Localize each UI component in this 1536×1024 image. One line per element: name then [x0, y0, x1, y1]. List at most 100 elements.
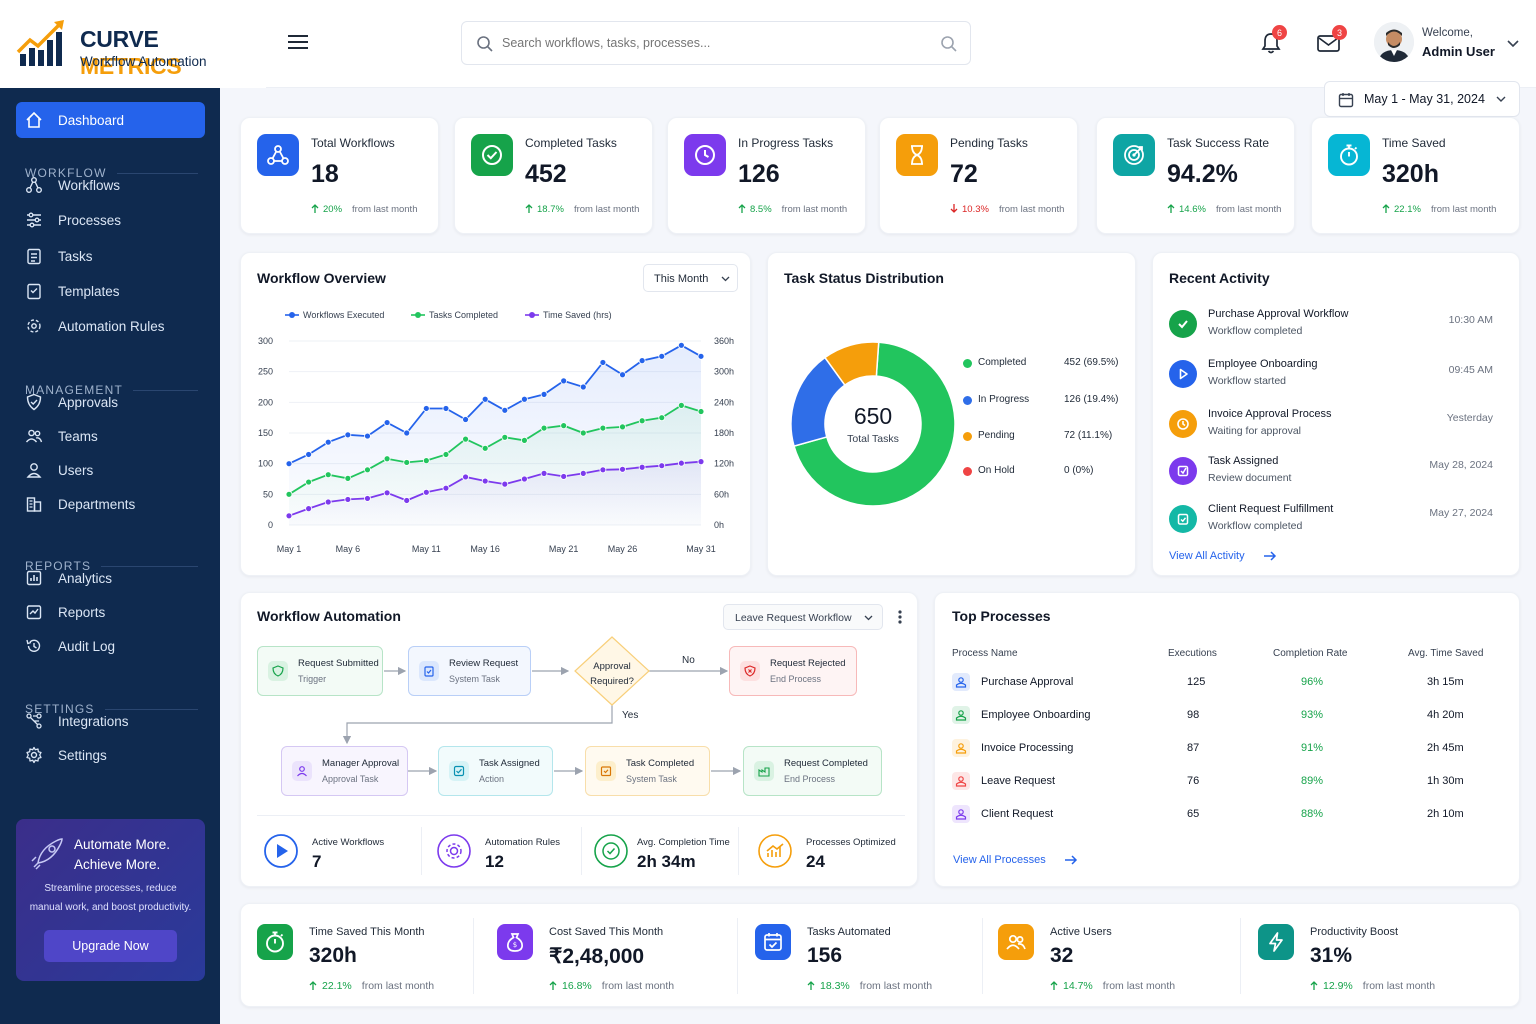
data-point[interactable]: [677, 341, 685, 349]
sidebar-item-users[interactable]: Users: [16, 452, 205, 488]
data-point[interactable]: [364, 466, 371, 474]
flow-node-task-completed[interactable]: Task Completed System Task: [585, 746, 710, 796]
messages-button[interactable]: 3: [1316, 25, 1347, 56]
data-point[interactable]: [403, 459, 411, 466]
notifications-button[interactable]: 6: [1258, 25, 1287, 56]
data-point[interactable]: [579, 383, 587, 391]
data-point[interactable]: [560, 422, 568, 430]
legend-item[interactable]: Workflows Executed: [285, 310, 384, 320]
data-point[interactable]: [658, 414, 666, 422]
data-point[interactable]: [364, 495, 371, 502]
kpi-card-time-saved[interactable]: Time Saved 320h 22.1% from last month: [1311, 117, 1520, 234]
legend-item[interactable]: Time Saved (hrs): [525, 310, 612, 320]
sidebar-item-integrations[interactable]: Integrations: [16, 703, 205, 739]
data-point[interactable]: [383, 489, 391, 497]
legend-item-on-hold[interactable]: On Hold 0 (0%): [963, 465, 1123, 479]
data-point[interactable]: [619, 423, 626, 431]
data-point[interactable]: [403, 497, 411, 504]
data-point[interactable]: [442, 451, 450, 458]
kpi-card-completed-tasks[interactable]: Completed Tasks 452 18.7% from last month: [454, 117, 653, 234]
sidebar-item-settings[interactable]: Settings: [16, 737, 205, 773]
hamburger-menu-icon[interactable]: [288, 32, 310, 52]
data-point[interactable]: [344, 474, 352, 482]
data-point[interactable]: [697, 458, 705, 466]
view-all-activity-link[interactable]: View All Activity: [1169, 550, 1277, 562]
data-point[interactable]: [324, 498, 332, 506]
legend-item[interactable]: Tasks Completed: [411, 310, 498, 320]
sidebar-item-reports[interactable]: Reports: [16, 594, 205, 630]
table-row[interactable]: Invoice Processing 87 91% 2h 45m: [935, 736, 1521, 760]
activity-item[interactable]: Client Request Fulfillment Workflow compl…: [1169, 503, 1499, 543]
avatar[interactable]: [1374, 22, 1414, 62]
flow-node-request-completed[interactable]: Request Completed End Process: [743, 746, 882, 796]
legend-item-in-progress[interactable]: In Progress 126 (19.4%): [963, 394, 1123, 408]
sidebar-item-dashboard[interactable]: Dashboard: [16, 102, 205, 138]
date-range-picker[interactable]: May 1 - May 31, 2024: [1324, 81, 1520, 117]
data-point[interactable]: [324, 438, 332, 446]
flow-node-task-assigned[interactable]: Task Assigned Action: [438, 746, 553, 796]
activity-item[interactable]: Employee Onboarding Workflow started 09:45…: [1169, 358, 1499, 398]
data-point[interactable]: [677, 459, 685, 467]
data-point[interactable]: [442, 484, 450, 492]
data-point[interactable]: [501, 433, 509, 441]
data-point[interactable]: [638, 463, 646, 471]
data-point[interactable]: [638, 357, 646, 365]
sidebar-item-templates[interactable]: Templates: [16, 273, 205, 309]
data-point[interactable]: [501, 406, 509, 414]
search-input[interactable]: [502, 32, 922, 54]
data-point[interactable]: [383, 455, 391, 463]
data-point[interactable]: [324, 471, 332, 479]
upgrade-now-button[interactable]: Upgrade Now: [44, 930, 177, 962]
data-point[interactable]: [285, 490, 293, 498]
activity-item[interactable]: Invoice Approval Process Waiting for appr…: [1169, 408, 1499, 448]
flow-node-request-submitted[interactable]: Request Submitted Trigger: [257, 646, 383, 696]
workflow-select[interactable]: Leave Request Workflow: [723, 604, 883, 630]
sidebar-item-workflow[interactable]: Workflows: [16, 167, 205, 203]
data-point[interactable]: [383, 419, 391, 426]
data-point[interactable]: [658, 462, 666, 470]
data-point[interactable]: [422, 457, 430, 465]
flow-node-review-request[interactable]: Review Request System Task: [408, 646, 531, 696]
sidebar-item-teams[interactable]: Teams: [16, 418, 205, 454]
data-point[interactable]: [599, 424, 607, 432]
data-point[interactable]: [560, 473, 568, 480]
data-point[interactable]: [364, 432, 371, 440]
data-point[interactable]: [285, 512, 293, 520]
donut-slice-pending[interactable]: [823, 341, 880, 387]
data-point[interactable]: [481, 444, 489, 452]
sidebar-item-tasks[interactable]: Tasks: [16, 238, 205, 274]
period-select[interactable]: This Month: [643, 264, 738, 292]
data-point[interactable]: [521, 475, 528, 483]
data-point[interactable]: [422, 488, 430, 496]
legend-item-pending[interactable]: Pending 72 (11.1%): [963, 430, 1123, 444]
data-point[interactable]: [638, 417, 646, 425]
sidebar-item-processes[interactable]: Processes: [16, 202, 205, 238]
legend-item-completed[interactable]: Completed 452 (69.5%): [963, 357, 1123, 371]
kpi-card-in-progress-tasks[interactable]: In Progress Tasks 126 8.5% from last month: [667, 117, 866, 234]
data-point[interactable]: [481, 395, 489, 403]
decision-diamond[interactable]: [574, 636, 650, 706]
activity-item[interactable]: Task Assigned Review document May 28, 2024: [1169, 455, 1499, 495]
data-point[interactable]: [579, 429, 587, 437]
data-point[interactable]: [344, 496, 352, 503]
data-point[interactable]: [560, 377, 568, 385]
view-all-processes-link[interactable]: View All Processes: [953, 854, 1078, 866]
kpi-card-pending-tasks[interactable]: Pending Tasks 72 10.3% from last month: [879, 117, 1078, 234]
data-point[interactable]: [462, 416, 469, 423]
activity-item[interactable]: Purchase Approval Workflow Workflow compl…: [1169, 308, 1499, 348]
kpi-card-task-success-rate[interactable]: Task Success Rate 94.2% 14.6% from last mon…: [1096, 117, 1295, 234]
table-row[interactable]: Purchase Approval 125 96% 3h 15m: [935, 670, 1521, 694]
search-submit-icon[interactable]: [940, 35, 958, 53]
data-point[interactable]: [305, 451, 313, 458]
data-point[interactable]: [521, 395, 528, 403]
data-point[interactable]: [403, 429, 411, 437]
data-point[interactable]: [579, 469, 587, 477]
data-point[interactable]: [442, 405, 450, 412]
flow-node-request-rejected[interactable]: Request Rejected End Process: [729, 646, 857, 696]
data-point[interactable]: [540, 390, 548, 398]
donut-slice-completed[interactable]: [793, 341, 956, 507]
data-point[interactable]: [619, 371, 626, 379]
sidebar-item-approvals[interactable]: Approvals: [16, 384, 205, 420]
data-point[interactable]: [344, 431, 352, 439]
data-point[interactable]: [677, 402, 685, 409]
